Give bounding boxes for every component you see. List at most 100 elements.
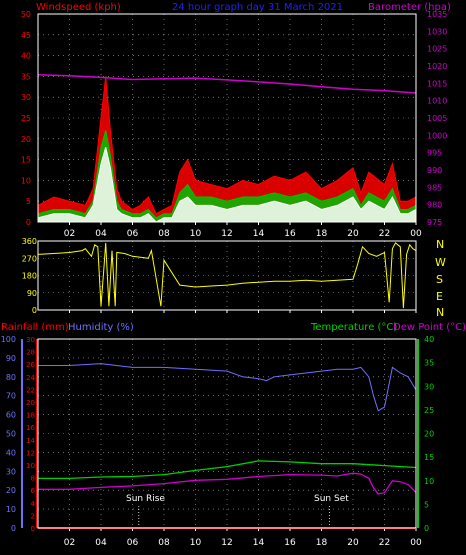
temperature-ytick-label-0: 0	[424, 524, 429, 533]
rainfall-ytick-label-18: 18	[26, 412, 35, 420]
climate-xtick-label-18: 18	[316, 538, 328, 548]
rainfall-ytick-label-14: 14	[26, 437, 35, 445]
wind-speed-series	[37, 146, 417, 223]
humidity-ytick-label-50: 50	[6, 430, 16, 439]
barometer-ytick-label-1025: 1025	[427, 45, 447, 54]
wind-xtick-label-02: 02	[64, 229, 75, 239]
rainfall-ytick-label-2: 2	[31, 512, 35, 520]
direction-letter-n-bottom: N	[436, 306, 444, 319]
wind-xtick-label-00: 00	[410, 229, 422, 239]
direction-ytick-label-360: 360	[22, 237, 37, 246]
climate-xtick-label-04: 04	[95, 538, 107, 548]
humidity-axis-label: Humidity (%)	[68, 322, 134, 333]
wind-ytick-label-0: 0	[26, 218, 31, 227]
temperature-axis-label: Temperature (°C)	[310, 322, 397, 333]
dewpoint-axis-label: Dew Point (°C)	[393, 322, 466, 333]
wind-xtick-label-14: 14	[253, 229, 265, 239]
rainfall-ytick-label-28: 28	[26, 349, 35, 357]
humidity-ytick-label-90: 90	[6, 354, 16, 363]
wind-gust-series	[37, 76, 417, 215]
rainfall-ytick-label-6: 6	[31, 487, 36, 495]
wind-xtick-label-06: 06	[127, 229, 139, 239]
temperature-ytick-label-5: 5	[424, 500, 429, 509]
direction-letter-e: E	[436, 290, 443, 303]
barometer-ytick-label-990: 990	[427, 166, 442, 175]
sunrise-label: Sun Rise	[126, 494, 165, 504]
sunset-label: Sun Set	[314, 494, 349, 504]
climate-plot-frame	[37, 338, 417, 529]
climate-xtick-label-10: 10	[190, 538, 202, 548]
rainfall-axis-label: Rainfall (mm)	[1, 322, 69, 333]
temperature-ytick-label-20: 20	[424, 430, 434, 439]
humidity-ytick-label-30: 30	[6, 467, 16, 476]
climate-xtick-label-16: 16	[284, 538, 296, 548]
direction-ytick-label-270: 270	[22, 254, 37, 263]
temperature-ytick-label-25: 25	[424, 406, 434, 415]
humidity-ytick-label-70: 70	[6, 392, 16, 401]
direction-ytick-label-90: 90	[27, 289, 37, 298]
dewpoint-series	[38, 472, 417, 495]
barometer-series	[37, 73, 417, 94]
wind-xtick-label-12: 12	[221, 229, 232, 239]
direction-letter-n-top: N	[436, 238, 444, 251]
rainfall-ytick-label-26: 26	[26, 361, 35, 369]
wind-xtick-label-04: 04	[95, 229, 107, 239]
rainfall-ytick-label-20: 20	[26, 399, 35, 407]
humidity-ytick-label-20: 20	[6, 486, 16, 495]
rainfall-ytick-label-30: 30	[26, 336, 35, 344]
wind-average-series	[37, 130, 417, 219]
climate-xtick-label-12: 12	[221, 538, 232, 548]
wind-xtick-label-18: 18	[316, 229, 328, 239]
wind-xtick-label-10: 10	[190, 229, 202, 239]
temperature-ytick-label-10: 10	[424, 477, 434, 486]
rainfall-ytick-label-0: 0	[31, 525, 35, 533]
wind-direction-series	[37, 242, 417, 309]
humidity-ytick-label-100: 100	[1, 335, 16, 344]
wind-ytick-label-35: 35	[21, 72, 31, 81]
wind-xtick-label-16: 16	[284, 229, 296, 239]
chart-title: 24 hour graph day 31 March 2021	[172, 2, 343, 13]
barometer-ytick-label-1000: 1000	[427, 131, 447, 140]
climate-xtick-label-08: 08	[158, 538, 170, 548]
direction-letter-s: S	[436, 273, 443, 286]
wind-plot-frame	[37, 13, 417, 223]
humidity-ytick-label-80: 80	[6, 373, 16, 382]
wind-ytick-label-5: 5	[26, 197, 31, 206]
temperature-series	[38, 460, 417, 480]
wind-ytick-label-30: 30	[21, 93, 31, 102]
barometer-ytick-label-995: 995	[427, 149, 442, 158]
barometer-ytick-label-975: 975	[427, 218, 442, 227]
barometer-ytick-label-1030: 1030	[427, 27, 447, 36]
rainfall-ytick-label-10: 10	[26, 462, 35, 470]
barometer-ytick-label-1010: 1010	[427, 97, 447, 106]
wind-ytick-label-25: 25	[21, 114, 31, 123]
wind-ytick-label-15: 15	[21, 156, 31, 165]
temperature-ytick-label-40: 40	[424, 335, 434, 344]
climate-xtick-label-20: 20	[347, 538, 359, 548]
direction-ytick-label-0: 0	[32, 306, 37, 315]
wind-ytick-label-45: 45	[21, 31, 31, 40]
barometer-ytick-label-1020: 1020	[427, 62, 447, 71]
wind-ytick-label-20: 20	[21, 135, 31, 144]
barometer-ytick-label-985: 985	[427, 183, 442, 192]
rainfall-ytick-label-4: 4	[31, 500, 36, 508]
rainfall-ytick-label-12: 12	[26, 449, 35, 457]
wind-ytick-label-50: 50	[21, 10, 31, 19]
direction-letter-w: W	[435, 256, 446, 269]
barometer-axis-label: Barometer (hpa)	[368, 2, 451, 13]
climate-xtick-label-14: 14	[253, 538, 265, 548]
barometer-ytick-label-980: 980	[427, 201, 442, 210]
climate-xtick-label-02: 02	[64, 538, 75, 548]
temperature-ytick-label-15: 15	[424, 453, 434, 462]
climate-xtick-label-00: 00	[410, 538, 422, 548]
humidity-ytick-label-10: 10	[6, 505, 16, 514]
wind-xtick-label-20: 20	[347, 229, 359, 239]
direction-plot-frame	[37, 240, 417, 311]
climate-xtick-label-22: 22	[379, 538, 390, 548]
humidity-series	[38, 363, 417, 412]
rainfall-ytick-label-24: 24	[26, 374, 35, 382]
humidity-ytick-label-0: 0	[11, 524, 16, 533]
temperature-ytick-label-30: 30	[424, 382, 434, 391]
